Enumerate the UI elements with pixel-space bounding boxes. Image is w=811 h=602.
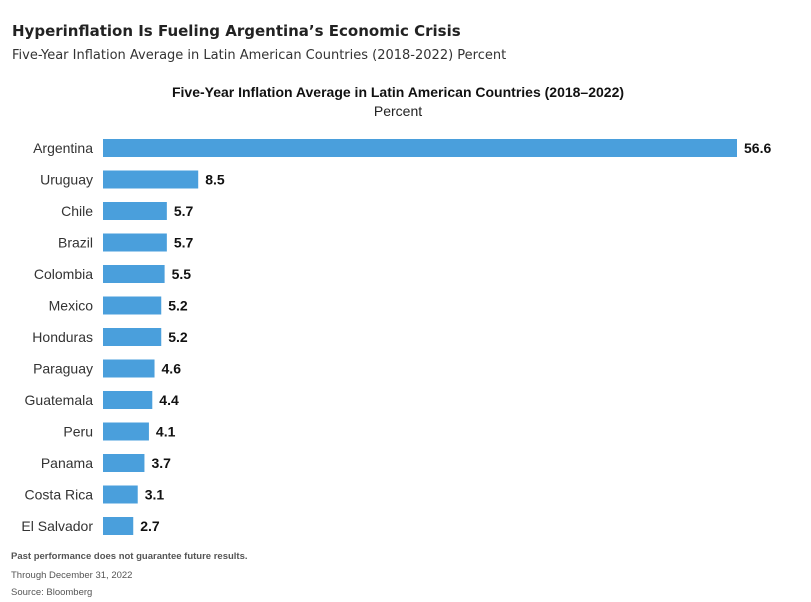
data-label: 56.6: [744, 140, 771, 156]
data-label: 5.7: [174, 235, 194, 251]
category-label: Peru: [63, 424, 93, 440]
data-label: 5.2: [168, 329, 188, 345]
bar: [103, 485, 138, 504]
bar-chart: Five-Year Inflation Average in Latin Ame…: [21, 84, 771, 535]
data-label: 5.2: [168, 298, 188, 314]
data-label: 8.5: [205, 172, 225, 188]
bar: [103, 391, 153, 409]
category-label: Colombia: [34, 266, 93, 282]
category-label: Argentina: [33, 140, 93, 156]
page-subtitle: Five-Year Inflation Average in Latin Ame…: [12, 48, 507, 63]
bar: [103, 454, 145, 472]
bar: [103, 170, 199, 189]
category-label: Costa Rica: [25, 487, 94, 503]
bar: [103, 328, 162, 346]
category-label: Uruguay: [40, 172, 93, 188]
category-label: El Salvador: [21, 518, 93, 534]
category-label: Mexico: [49, 298, 94, 314]
bar: [103, 139, 737, 157]
bar: [103, 202, 167, 220]
bar: [103, 265, 165, 283]
bars-group: Argentina 56.6 Uruguay 8.5 Chile 5.7 Brazil 5.7…: [21, 139, 771, 535]
data-label: 4.4: [159, 392, 179, 408]
data-label: 4.1: [156, 424, 176, 440]
footer-date-note: Through December 31, 2022: [11, 570, 133, 581]
bar: [103, 422, 149, 441]
footer-source: Source: Bloomberg: [11, 587, 93, 598]
footer-disclaimer: Past performance does not guarantee futu…: [11, 551, 248, 562]
category-label: Guatemala: [25, 392, 94, 408]
bar: [103, 517, 134, 535]
bar: [103, 233, 167, 252]
bar: [103, 296, 162, 315]
category-label: Panama: [41, 455, 93, 471]
chart-title: Five-Year Inflation Average in Latin Ame…: [172, 84, 624, 100]
data-label: 5.7: [174, 203, 194, 219]
category-label: Honduras: [32, 329, 93, 345]
page-title: Hyperinflation Is Fueling Argentina’s Ec…: [12, 22, 461, 40]
data-label: 2.7: [140, 518, 160, 534]
data-label: 4.6: [162, 361, 182, 377]
chart-unit-label: Percent: [374, 103, 422, 119]
data-label: 3.1: [145, 487, 165, 503]
bar: [103, 359, 155, 378]
data-label: 3.7: [151, 455, 171, 471]
category-label: Chile: [61, 203, 93, 219]
category-label: Paraguay: [33, 361, 93, 377]
data-label: 5.5: [172, 266, 192, 282]
category-label: Brazil: [58, 235, 93, 251]
